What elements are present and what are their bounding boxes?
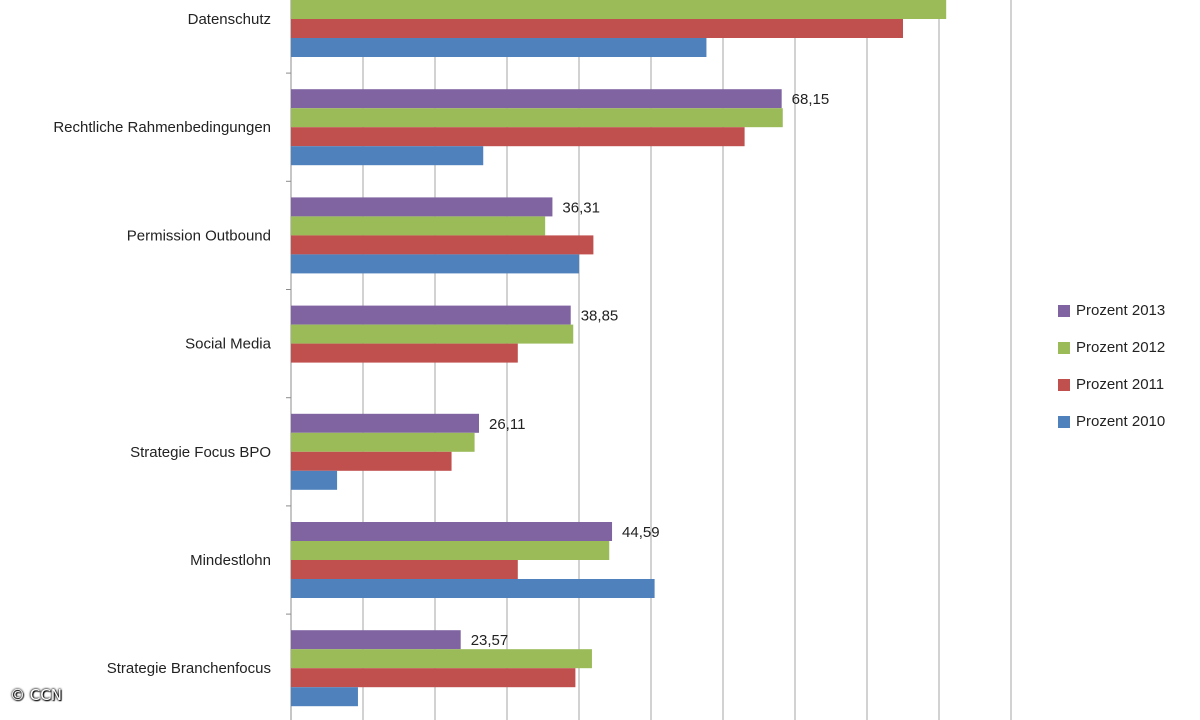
bar: [291, 541, 610, 560]
bar: [291, 216, 546, 236]
bar: [291, 38, 707, 57]
bar: [291, 687, 358, 707]
bar: [291, 343, 518, 363]
bar: [291, 254, 579, 274]
data-label: 68,15: [792, 91, 830, 108]
bar: [291, 305, 571, 325]
bar: [291, 0, 947, 19]
bar: [291, 89, 782, 109]
legend-swatch: [1058, 304, 1070, 317]
legend-item: Prozent 2012: [1058, 329, 1165, 366]
legend-item: Prozent 2011: [1058, 366, 1165, 403]
bar: [291, 668, 576, 688]
bar: [291, 451, 452, 471]
category-label: Strategie Focus BPO: [130, 444, 271, 461]
bar: [291, 324, 574, 344]
category-label: Social Media: [185, 336, 272, 353]
bar: [291, 560, 518, 579]
bar: [291, 432, 475, 452]
legend-item: Prozent 2013: [1058, 292, 1165, 329]
data-label: 44,59: [622, 524, 660, 541]
legend-swatch: [1058, 378, 1070, 391]
legend-item: Prozent 2010: [1058, 403, 1165, 440]
category-label: Datenschutz: [188, 11, 271, 28]
bar: [291, 127, 745, 147]
legend-label: Prozent 2013: [1076, 302, 1166, 319]
category-label: Rechtliche Rahmenbedingungen: [53, 119, 271, 136]
data-label: 23,57: [471, 632, 509, 649]
bar: [291, 630, 461, 650]
category-label: Strategie Branchenfocus: [107, 660, 271, 677]
data-label: 38,85: [581, 308, 619, 325]
bar: [291, 146, 484, 166]
bar: [291, 19, 903, 38]
bar: [291, 235, 594, 255]
data-label: 36,31: [562, 199, 600, 216]
bar: [291, 522, 613, 541]
data-label: 26,11: [489, 416, 525, 433]
legend-label: Prozent 2011: [1076, 376, 1165, 393]
legend-swatch: [1058, 341, 1070, 354]
legend: Prozent 2013 Prozent 2012 Prozent 2011 P…: [1058, 292, 1165, 440]
bar: [291, 108, 783, 128]
category-label: Permission Outbound: [127, 227, 271, 244]
bar: [291, 579, 655, 598]
category-label: Mindestlohn: [190, 552, 271, 569]
copyright-text: © CCN: [10, 686, 62, 704]
bar: [291, 413, 479, 433]
legend-label: Prozent 2012: [1076, 339, 1166, 356]
bar: [291, 197, 553, 217]
legend-label: Prozent 2010: [1076, 413, 1166, 430]
bar: [291, 649, 592, 669]
bar: [291, 470, 338, 490]
legend-swatch: [1058, 415, 1070, 428]
